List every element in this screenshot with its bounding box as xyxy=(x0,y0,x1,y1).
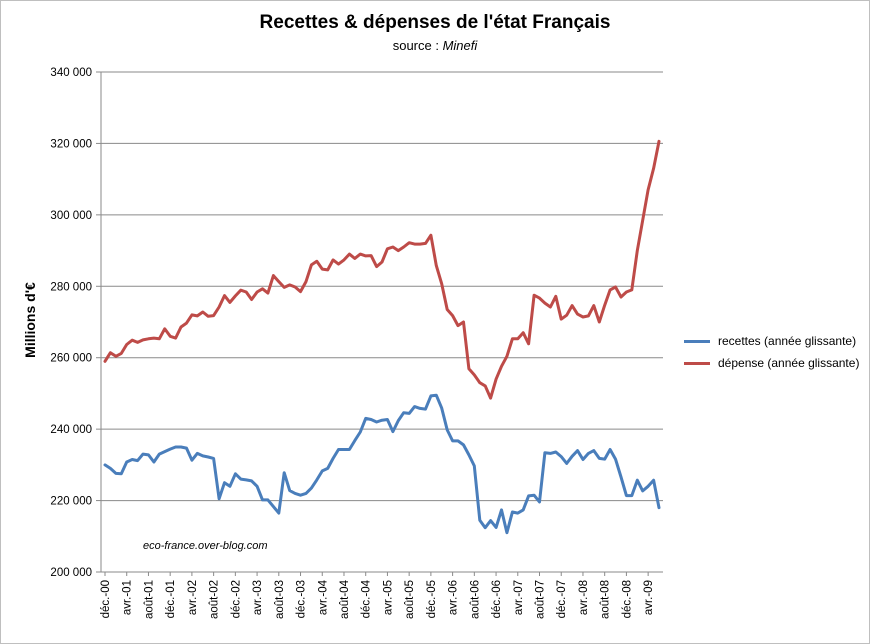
x-tick-label: déc.-07 xyxy=(556,580,568,618)
x-tick-label: août-06 xyxy=(469,580,481,619)
x-tick-label: déc.-00 xyxy=(100,580,112,618)
subtitle-source: Minefi xyxy=(442,38,478,53)
chart-subtitle: source : Minefi xyxy=(0,38,870,53)
chart-title: Recettes & dépenses de l'état Français xyxy=(259,12,611,33)
y-tick-label: 220 000 xyxy=(50,496,92,508)
x-tick-label: déc.-03 xyxy=(296,580,308,618)
y-tick-label: 240 000 xyxy=(50,424,92,436)
legend-label-depense: dépense (année glissante) xyxy=(718,356,860,370)
y-tick-label: 340 000 xyxy=(50,67,92,79)
legend-swatch-recettes xyxy=(684,339,710,343)
x-tick-label: déc.-08 xyxy=(621,580,633,618)
x-tick-label: avr.-09 xyxy=(643,580,655,615)
x-tick-label: août-02 xyxy=(209,580,221,619)
y-tick-label: 320 000 xyxy=(50,138,92,150)
x-tick-label: déc.-04 xyxy=(361,579,373,618)
watermark-text: eco-france.over-blog.com xyxy=(143,540,268,552)
legend-label-recettes: recettes (année glissante) xyxy=(718,334,857,348)
legend-item-depense: dépense (année glissante) xyxy=(684,352,859,374)
gridlines xyxy=(101,71,663,502)
series-lines xyxy=(103,139,661,535)
x-tick-label: avr.-08 xyxy=(578,580,590,615)
x-tick-label: avr.-07 xyxy=(513,580,525,615)
x-tick-label: août-04 xyxy=(339,579,351,619)
legend: recettes (année glissante) dépense (anné… xyxy=(684,330,859,374)
legend-item-recettes: recettes (année glissante) xyxy=(684,330,859,352)
x-tick-label: avr.-03 xyxy=(252,580,264,615)
x-tick-label: août-08 xyxy=(600,580,612,619)
x-tick-label: déc.-06 xyxy=(491,580,503,618)
x-tick-label: avr.-04 xyxy=(317,579,329,615)
x-tick-label: déc.-01 xyxy=(165,580,177,618)
y-tick-label: 200 000 xyxy=(50,567,92,579)
x-axis: déc.-00 avr.-01 août-01 déc.-01 avr.-02 août-… xyxy=(100,571,663,619)
series-line-depense xyxy=(103,139,661,400)
x-tick-label: août-01 xyxy=(143,580,155,619)
x-tick-label: août-05 xyxy=(404,580,416,619)
x-tick-label: août-07 xyxy=(535,580,547,619)
x-tick-label: déc.-02 xyxy=(230,580,242,618)
x-tick-label: déc.-05 xyxy=(426,580,438,618)
y-axis: 200 000 220 000 240 000 260 000 280 000 300 0… xyxy=(50,67,102,579)
y-tick-label: 260 000 xyxy=(50,353,92,365)
series-line-recettes xyxy=(103,393,661,535)
x-tick-label: août-03 xyxy=(274,580,286,619)
y-tick-label: 300 000 xyxy=(50,210,92,222)
legend-swatch-depense xyxy=(684,361,710,365)
x-tick-label: avr.-01 xyxy=(122,580,134,615)
x-tick-label: avr.-06 xyxy=(448,580,460,615)
x-tick-label: avr.-02 xyxy=(187,580,199,615)
x-tick-label: avr.-05 xyxy=(382,580,394,615)
y-tick-label: 280 000 xyxy=(50,281,92,293)
subtitle-prefix: source : xyxy=(392,38,443,53)
